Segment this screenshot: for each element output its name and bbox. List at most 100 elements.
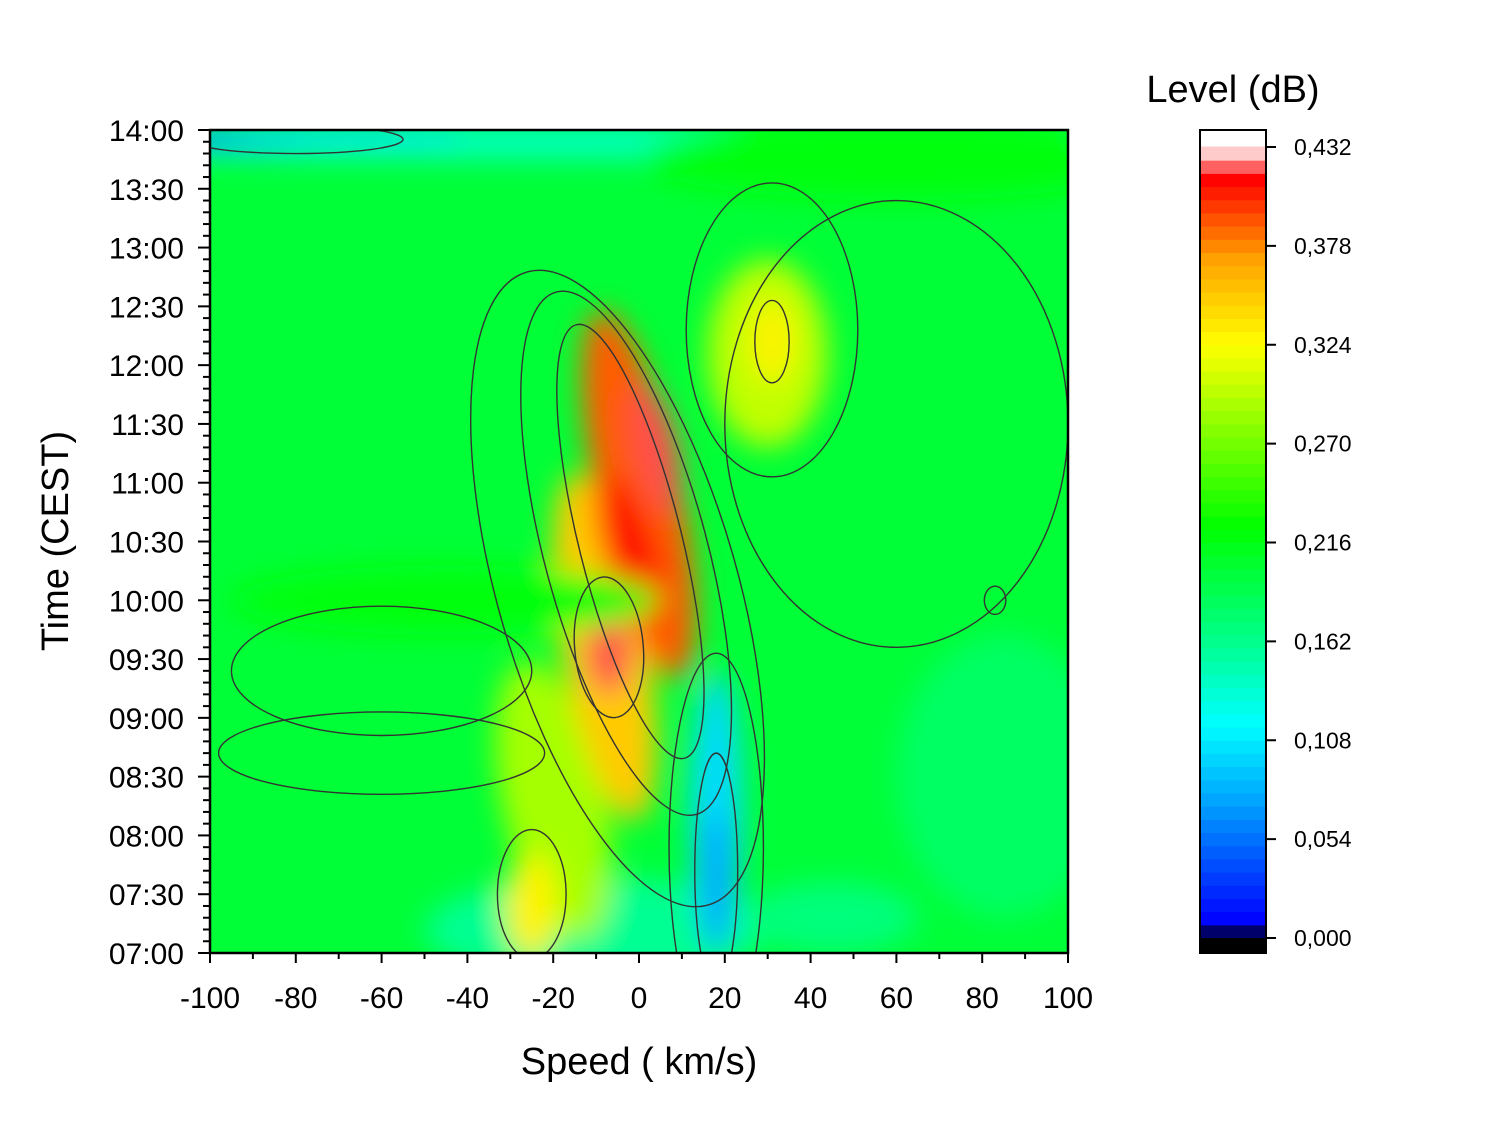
heatmap-area (210, 130, 1068, 953)
colorbar-band (1200, 410, 1266, 425)
colorbar-tick-label: 0,162 (1294, 628, 1352, 654)
colorbar-band (1200, 845, 1266, 860)
y-tick-label: 13:00 (109, 233, 184, 266)
colorbar-band (1200, 278, 1266, 293)
heatmap-blob (750, 300, 794, 383)
heatmap-blob (639, 130, 1068, 201)
y-tick-label: 10:00 (109, 585, 184, 618)
colorbar-tick-label: 0,054 (1294, 826, 1352, 852)
colorbar-band (1200, 225, 1266, 240)
colorbar-band (1200, 726, 1266, 741)
heatmap-blob (699, 811, 734, 953)
colorbar-band (1200, 542, 1266, 557)
colorbar-band (1200, 186, 1266, 201)
y-tick-label: 08:00 (109, 820, 184, 853)
colorbar-band (1200, 832, 1266, 847)
x-tick-label: -80 (274, 982, 317, 1015)
colorbar-tick-label: 0,432 (1294, 134, 1352, 160)
colorbar-band (1200, 884, 1266, 899)
x-axis: -100 -80 -60 -40 -20 0 20 40 60 80 100 (180, 953, 1093, 1015)
y-axis-title: Time (CEST) (35, 431, 77, 651)
colorbar-band (1200, 594, 1266, 609)
colorbar-band (1200, 383, 1266, 398)
colorbar-band (1200, 818, 1266, 834)
colorbar-band (1200, 911, 1266, 926)
x-tick-label: -20 (532, 982, 575, 1015)
x-tick-label: -40 (446, 982, 489, 1015)
colorbar-band (1200, 436, 1266, 451)
colorbar-band (1200, 449, 1266, 464)
x-tick-label: 100 (1043, 982, 1093, 1015)
colorbar-band (1200, 238, 1266, 253)
colorbar-band (1200, 515, 1266, 530)
colorbar-band (1200, 159, 1266, 174)
heatmap-blob (896, 635, 1068, 918)
colorbar-band (1200, 423, 1266, 438)
colorbar-band (1200, 634, 1266, 649)
y-tick-label: 11:30 (111, 409, 184, 442)
contour-line (556, 323, 705, 760)
colorbar-band (1200, 660, 1266, 675)
contour-line (694, 752, 739, 953)
colorbar-band (1200, 291, 1266, 306)
colorbar-band (1200, 805, 1266, 820)
y-tick-label: 09:00 (109, 703, 184, 736)
contour-line (668, 652, 765, 953)
x-tick-label: 20 (708, 982, 741, 1015)
colorbar-band (1200, 489, 1266, 504)
colorbar-band (1200, 476, 1266, 491)
colorbar-tick-label: 0,108 (1294, 727, 1352, 753)
colorbar-band (1200, 647, 1266, 662)
colorbar-tick-label: 0,378 (1294, 233, 1352, 259)
contour-line (573, 576, 645, 719)
colorbar-band (1200, 621, 1266, 636)
colorbar-band (1200, 212, 1266, 227)
y-tick-label: 09:30 (109, 644, 184, 677)
colorbar-band (1200, 357, 1266, 372)
colorbar-band (1200, 331, 1266, 346)
x-tick-label: -100 (180, 982, 240, 1015)
colorbar-band (1200, 792, 1266, 807)
colorbar-band (1200, 251, 1266, 267)
contour-line (724, 199, 1068, 648)
contour-lines (210, 130, 1068, 953)
colorbar-over (1200, 130, 1266, 147)
colorbar-band (1200, 555, 1266, 570)
colorbar-tick-label: 0,000 (1294, 925, 1352, 951)
colorbar-band (1200, 700, 1266, 715)
x-tick-label: 40 (794, 982, 827, 1015)
colorbar-band (1200, 687, 1266, 702)
colorbar-title: Level (dB) (1146, 69, 1319, 111)
colorbar-band (1200, 146, 1266, 161)
colorbar-band (1200, 858, 1266, 873)
x-tick-label: 80 (966, 982, 999, 1015)
colorbar-tick-label: 0,270 (1294, 431, 1352, 457)
colorbar-band (1200, 396, 1266, 412)
heatmap-blob (231, 565, 661, 636)
colorbar-band (1200, 897, 1266, 913)
colorbar-under (1200, 938, 1266, 953)
x-axis-title: Speed ( km/s) (521, 1041, 758, 1083)
colorbar-band (1200, 581, 1266, 596)
colorbar-band (1200, 673, 1266, 689)
y-tick-label: 07:30 (109, 879, 184, 912)
colorbar-tick-label: 0,216 (1294, 530, 1352, 556)
y-tick-label: 13:30 (109, 174, 184, 207)
contour-line (496, 828, 567, 953)
colorbar-band (1200, 766, 1266, 781)
colorbar-band (1200, 752, 1266, 768)
colorbar-band (1200, 199, 1266, 214)
colorbar: 0,000 0,054 0,108 0,162 0,216 0,270 0,324 0,378… (1199, 129, 1352, 954)
contour-line (217, 711, 546, 795)
x-tick-label: 60 (880, 982, 913, 1015)
y-tick-label: 08:30 (109, 762, 184, 795)
y-tick-label: 12:00 (109, 350, 184, 383)
colorbar-band (1200, 739, 1266, 754)
y-axis: 07:00 07:30 08:00 08:30 09:00 09:30 10:00 10:30… (109, 115, 210, 971)
colorbar-band (1200, 871, 1266, 886)
colorbar-band (1200, 304, 1266, 319)
y-tick-label: 12:30 (109, 291, 184, 324)
colorbar-band (1200, 172, 1266, 188)
contour-line (685, 182, 859, 478)
